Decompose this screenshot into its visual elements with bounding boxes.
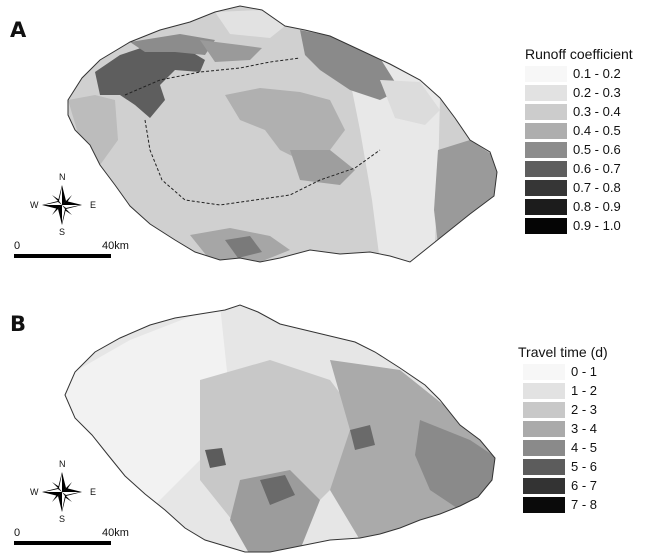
legend-title: Travel time (d) [518, 344, 608, 360]
compass-w: W [30, 200, 39, 210]
legend-label: 0.6 - 0.7 [573, 161, 621, 176]
compass-n: N [59, 172, 66, 182]
runoff-zone-central [225, 88, 345, 160]
compass-n: N [59, 459, 66, 469]
legend-label: 0.7 - 0.8 [573, 180, 621, 195]
legend-swatch [523, 477, 565, 494]
legend-item: 0.9 - 1.0 [525, 216, 633, 235]
travel-zone-south [230, 470, 320, 552]
scale-end-label: 40km [102, 240, 129, 252]
runoff-zone-far-east [434, 140, 497, 262]
legend-label: 0.5 - 0.6 [573, 142, 621, 157]
legend-item: 4 - 5 [523, 438, 608, 457]
legend-item: 0.2 - 0.3 [525, 83, 633, 102]
legend-swatch [525, 103, 567, 120]
runoff-zone-west [68, 95, 118, 165]
legend-swatch [525, 198, 567, 215]
scale-start-label: 0 [14, 240, 21, 252]
runoff-legend: Runoff coefficient 0.1 - 0.2 0.2 - 0.3 0.3… [525, 46, 633, 235]
river-line [144, 119, 381, 206]
legend-title: Runoff coefficient [525, 46, 633, 62]
legend-label: 0.8 - 0.9 [573, 199, 621, 214]
runoff-zone-northeast [300, 30, 400, 100]
travel-time-map [64, 304, 496, 553]
runoff-zone-north-band [200, 40, 262, 62]
legend-label: 4 - 5 [571, 440, 598, 455]
legend-label: 0.9 - 1.0 [573, 218, 621, 233]
travel-zone-dark-patch-2 [205, 448, 226, 468]
legend-label: 5 - 6 [571, 459, 598, 474]
legend-label: 3 - 4 [571, 421, 598, 436]
panel-b-label: B [10, 312, 27, 336]
legend-label: 0.1 - 0.2 [573, 66, 621, 81]
legend-item: 5 - 6 [523, 457, 608, 476]
legend-label: 0.3 - 0.4 [573, 104, 621, 119]
travel-zone-far-east [415, 420, 495, 510]
scale-bar-line [14, 541, 111, 545]
legend-label: 0.4 - 0.5 [573, 123, 621, 138]
legend-item: 1 - 2 [523, 381, 608, 400]
legend-item: 0.6 - 0.7 [525, 159, 633, 178]
legend-swatch [525, 65, 567, 82]
legend-swatch [525, 179, 567, 196]
legend-swatch [523, 382, 565, 399]
legend-swatch [523, 496, 565, 513]
legend-label: 1 - 2 [571, 383, 598, 398]
runoff-zone-northwest [95, 45, 205, 118]
compass-e: E [90, 487, 97, 497]
legend-item: 7 - 8 [523, 495, 608, 514]
runoff-zone-central-east [290, 150, 355, 185]
legend-swatch [523, 458, 565, 475]
legend-item: 6 - 7 [523, 476, 608, 495]
scale-bar-line [14, 254, 111, 258]
legend-item: 0 - 1 [523, 362, 608, 381]
north-arrow-icon [42, 472, 82, 512]
travel-zone-dark-patch [260, 475, 295, 505]
compass-s: S [59, 227, 66, 237]
legend-swatch [525, 141, 567, 158]
scale-start-label: 0 [14, 527, 21, 539]
legend-item: 0.7 - 0.8 [525, 178, 633, 197]
legend-item: 2 - 3 [523, 400, 608, 419]
north-arrow-icon [42, 185, 82, 225]
legend-label: 0.2 - 0.3 [573, 85, 621, 100]
legend-swatch [525, 84, 567, 101]
travel-time-legend: Travel time (d) 0 - 1 1 - 2 2 - 3 3 - 4 4 - … [518, 344, 608, 514]
legend-item: 0.1 - 0.2 [525, 64, 633, 83]
compass-s: S [59, 514, 66, 524]
legend-swatch [523, 439, 565, 456]
legend-label: 7 - 8 [571, 497, 598, 512]
compass-e: E [90, 200, 97, 210]
legend-item: 0.5 - 0.6 [525, 140, 633, 159]
runoff-zone-northeast-light [380, 80, 440, 125]
legend-swatch [523, 363, 565, 380]
scale-end-label: 40km [102, 527, 129, 539]
runoff-map [67, 5, 498, 263]
river-line-north [124, 57, 301, 96]
legend-swatch [525, 160, 567, 177]
legend-label: 6 - 7 [571, 478, 598, 493]
runoff-zone-north-light [215, 10, 285, 38]
panel-a-label: A [10, 18, 27, 42]
legend-item: 0.8 - 0.9 [525, 197, 633, 216]
compass-w: W [30, 487, 39, 497]
legend-swatch [523, 420, 565, 437]
legend-swatch [525, 122, 567, 139]
legend-item: 0.3 - 0.4 [525, 102, 633, 121]
runoff-zone-north-ridge [130, 34, 215, 55]
legend-label: 2 - 3 [571, 402, 598, 417]
runoff-zone-south-dark [225, 236, 262, 258]
legend-label: 0 - 1 [571, 364, 598, 379]
legend-swatch [523, 401, 565, 418]
travel-zone-dark-patch-3 [350, 425, 375, 450]
legend-item: 0.4 - 0.5 [525, 121, 633, 140]
legend-swatch [525, 217, 567, 234]
legend-item: 3 - 4 [523, 419, 608, 438]
